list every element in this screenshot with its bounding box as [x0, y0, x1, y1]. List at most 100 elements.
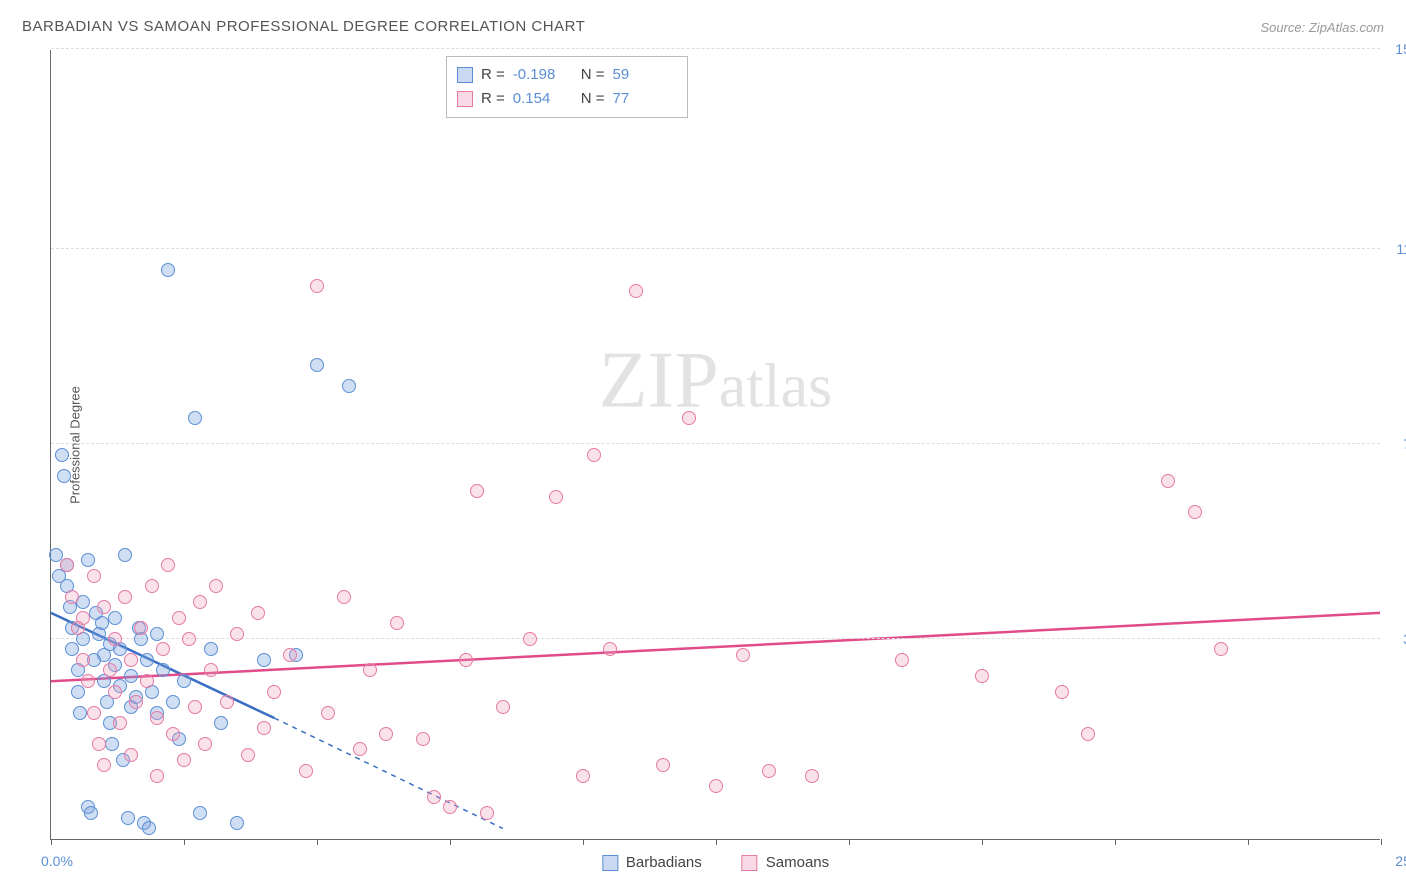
x-origin-label: 0.0%: [41, 853, 73, 869]
scatter-point: [172, 611, 186, 625]
scatter-point: [230, 627, 244, 641]
scatter-point: [121, 811, 135, 825]
scatter-point: [736, 648, 750, 662]
scatter-point: [603, 642, 617, 656]
scatter-point: [177, 753, 191, 767]
scatter-point: [576, 769, 590, 783]
scatter-point: [204, 642, 218, 656]
scatter-point: [156, 663, 170, 677]
grid-line: [51, 48, 1380, 49]
legend-swatch-blue: [602, 855, 618, 871]
scatter-point: [193, 806, 207, 820]
scatter-point: [188, 700, 202, 714]
scatter-point: [118, 548, 132, 562]
scatter-point: [108, 632, 122, 646]
r-value-blue: -0.198: [513, 63, 573, 87]
scatter-point: [161, 558, 175, 572]
x-tick: [184, 839, 185, 845]
scatter-point: [1081, 727, 1095, 741]
x-max-label: 25.0%: [1395, 853, 1406, 869]
scatter-point: [150, 769, 164, 783]
scatter-point: [283, 648, 297, 662]
n-value-blue: 59: [613, 63, 673, 87]
scatter-point: [76, 653, 90, 667]
scatter-point: [762, 764, 776, 778]
scatter-point: [629, 284, 643, 298]
x-tick: [583, 839, 584, 845]
scatter-point: [150, 627, 164, 641]
scatter-point: [267, 685, 281, 699]
scatter-point: [470, 484, 484, 498]
legend-label-barbadians: Barbadians: [626, 854, 702, 871]
scatter-point: [230, 816, 244, 830]
scatter-point: [587, 448, 601, 462]
scatter-point: [65, 590, 79, 604]
scatter-point: [805, 769, 819, 783]
scatter-point: [55, 448, 69, 462]
x-tick: [849, 839, 850, 845]
scatter-point: [353, 742, 367, 756]
stats-row-pink: R = 0.154 N = 77: [457, 87, 673, 111]
watermark: ZIPatlas: [599, 336, 833, 427]
grid-line: [51, 443, 1380, 444]
scatter-point: [140, 674, 154, 688]
scatter-point: [84, 806, 98, 820]
scatter-point: [975, 669, 989, 683]
scatter-point: [105, 737, 119, 751]
scatter-point: [108, 611, 122, 625]
scatter-point: [416, 732, 430, 746]
scatter-point: [342, 379, 356, 393]
scatter-point: [150, 711, 164, 725]
scatter-point: [76, 611, 90, 625]
grid-line: [51, 638, 1380, 639]
chart-title: BARBADIAN VS SAMOAN PROFESSIONAL DEGREE …: [22, 18, 585, 35]
scatter-point: [214, 716, 228, 730]
scatter-point: [321, 706, 335, 720]
scatter-point: [60, 558, 74, 572]
scatter-point: [379, 727, 393, 741]
scatter-point: [87, 706, 101, 720]
x-tick: [317, 839, 318, 845]
scatter-point: [480, 806, 494, 820]
scatter-point: [95, 616, 109, 630]
scatter-point: [1055, 685, 1069, 699]
scatter-point: [166, 727, 180, 741]
scatter-point: [124, 653, 138, 667]
legend-item-barbadians: Barbadians: [602, 854, 702, 871]
scatter-point: [204, 663, 218, 677]
scatter-point: [166, 695, 180, 709]
scatter-point: [97, 600, 111, 614]
scatter-point: [523, 632, 537, 646]
x-tick: [1115, 839, 1116, 845]
scatter-point: [257, 653, 271, 667]
scatter-point: [427, 790, 441, 804]
scatter-point: [220, 695, 234, 709]
scatter-point: [81, 674, 95, 688]
x-tick: [1381, 839, 1382, 845]
scatter-point: [443, 800, 457, 814]
scatter-point: [310, 358, 324, 372]
y-tick-label: 15.0%: [1395, 41, 1406, 57]
scatter-point: [337, 590, 351, 604]
scatter-point: [108, 685, 122, 699]
scatter-point: [1188, 505, 1202, 519]
scatter-point: [97, 758, 111, 772]
scatter-point: [81, 553, 95, 567]
r-value-pink: 0.154: [513, 87, 573, 111]
bottom-legend: Barbadians Samoans: [602, 854, 829, 871]
x-tick: [982, 839, 983, 845]
legend-swatch-pink: [742, 855, 758, 871]
scatter-point: [103, 663, 117, 677]
scatter-point: [142, 821, 156, 835]
swatch-pink: [457, 91, 473, 107]
swatch-blue: [457, 67, 473, 83]
scatter-point: [145, 579, 159, 593]
stats-row-blue: R = -0.198 N = 59: [457, 63, 673, 87]
scatter-point: [241, 748, 255, 762]
scatter-point: [310, 279, 324, 293]
scatter-point: [129, 695, 143, 709]
scatter-point: [709, 779, 723, 793]
x-tick: [51, 839, 52, 845]
scatter-point: [140, 653, 154, 667]
scatter-point: [124, 669, 138, 683]
